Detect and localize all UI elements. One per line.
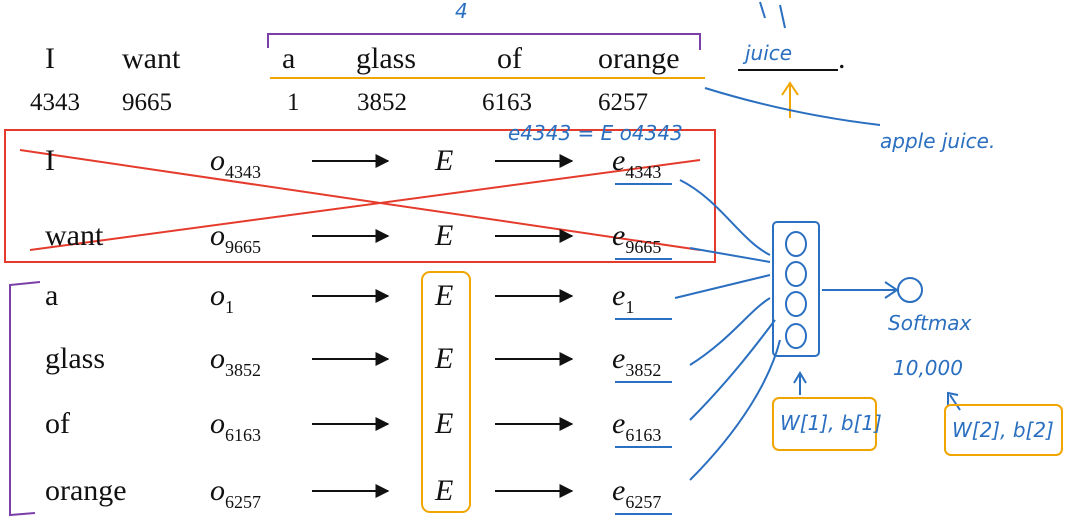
embedding-base: e — [612, 474, 625, 507]
alternative-note: apple juice. — [880, 129, 995, 153]
layer2-note: W[2], b[2] — [952, 418, 1054, 442]
onehot-base: o — [210, 219, 225, 252]
word-index: 6163 — [482, 89, 532, 116]
layer1-box — [772, 397, 877, 451]
onehot: o3852 — [210, 342, 261, 380]
onehot-sub: 3852 — [225, 360, 261, 380]
onehot-base: o — [210, 144, 225, 177]
onehot-base: o — [210, 279, 225, 312]
sentence-word: glass — [356, 42, 416, 75]
onehot: o6163 — [210, 407, 261, 445]
softmax-note: Softmax — [888, 311, 972, 335]
cross-box — [4, 129, 716, 263]
content: I 4343 want 9665 a 1 glass 3852 of 6163 orange 6257… — [30, 42, 680, 515]
onehot: o9665 — [210, 219, 261, 257]
word-index: 6257 — [598, 89, 648, 116]
onehot: o6257 — [210, 474, 261, 512]
embedding: e4343 — [612, 144, 661, 182]
row-word: want — [45, 219, 104, 252]
arrow-up — [781, 81, 799, 118]
row-word: of — [45, 407, 70, 440]
embedding: e6257 — [612, 474, 661, 512]
sentence-word: want — [122, 42, 181, 75]
onehot: o4343 — [210, 144, 261, 182]
embedding: e1 — [612, 279, 634, 317]
matrix: E — [434, 279, 453, 312]
onehot-sub: 1 — [225, 297, 234, 317]
bracket-top — [267, 33, 701, 50]
cross — [19, 149, 701, 251]
row-word: a — [45, 279, 58, 312]
embedding-base: e — [612, 144, 625, 177]
sentence-word: of — [497, 42, 522, 75]
embedding-sub: 9665 — [625, 237, 661, 257]
link-apple — [704, 87, 881, 126]
embedding: e9665 — [612, 219, 661, 257]
onehot: o1 — [210, 279, 234, 317]
embedding-base: e — [612, 407, 625, 440]
vocab-note: 10,000 — [893, 356, 963, 380]
onehot-sub: 4343 — [225, 162, 261, 182]
sentence-word: I — [45, 42, 55, 75]
matrix: E — [434, 144, 453, 177]
layer2-box — [944, 404, 1063, 456]
word-index: 1 — [287, 89, 300, 116]
sentence-word: orange — [598, 42, 680, 75]
matrix: E — [434, 342, 453, 375]
row-word: orange — [45, 474, 127, 507]
count-note: 4 — [455, 0, 468, 23]
onehot-sub: 6163 — [225, 425, 261, 445]
hidden-layer — [772, 221, 820, 357]
onehot-base: o — [210, 342, 225, 375]
onehot-sub: 6257 — [225, 492, 261, 512]
arrows-top — [759, 1, 786, 29]
onehot-base: o — [210, 474, 225, 507]
period: . — [838, 42, 846, 75]
embedding: e3852 — [612, 342, 661, 380]
e-box — [421, 271, 471, 513]
embedding-sub: 3852 — [625, 360, 661, 380]
word-index: 9665 — [122, 89, 172, 116]
matrix: E — [434, 219, 453, 252]
sentence-word: a — [282, 42, 295, 75]
embedding-sub: 4343 — [625, 162, 661, 182]
row-word: I — [45, 144, 55, 177]
equation-note: e4343 = E o4343 — [508, 121, 683, 145]
onehot-sub: 9665 — [225, 237, 261, 257]
layer1-note: W[1], b[1] — [780, 411, 882, 435]
embedding-sub: 6163 — [625, 425, 661, 445]
neurons — [674, 179, 961, 481]
embedding-sub: 6257 — [625, 492, 661, 512]
embedding: e6163 — [612, 407, 661, 445]
matrix: E — [434, 474, 453, 507]
word-index: 3852 — [357, 89, 407, 116]
matrix: E — [434, 407, 453, 440]
target-word: juice — [742, 41, 792, 65]
row-word: glass — [45, 342, 105, 375]
bracket-left — [9, 281, 41, 517]
embedding-base: e — [612, 342, 625, 375]
embedding-base: e — [612, 219, 625, 252]
word-index: 4343 — [30, 89, 80, 116]
onehot-base: o — [210, 407, 225, 440]
embedding-sub: 1 — [625, 297, 634, 317]
embedding-base: e — [612, 279, 625, 312]
